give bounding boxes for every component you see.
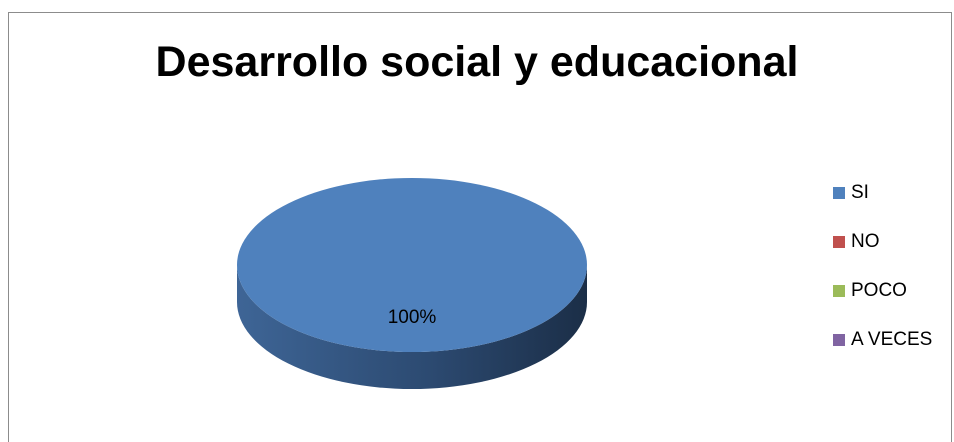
legend-label-poco: POCO	[851, 279, 907, 301]
legend: SI NO POCO A VECES	[833, 180, 953, 376]
legend-label-no: NO	[851, 230, 880, 252]
pie-slice-si	[237, 178, 587, 352]
legend-swatch-poco	[833, 284, 845, 297]
legend-item-a-veces: A VECES	[833, 327, 953, 352]
legend-item-poco: POCO	[833, 278, 953, 303]
legend-swatch-a-veces	[833, 333, 845, 346]
legend-swatch-no	[833, 235, 845, 248]
legend-label-si: SI	[851, 181, 869, 203]
legend-item-no: NO	[833, 229, 953, 254]
data-label-si: 100%	[388, 307, 437, 328]
legend-swatch-si	[833, 186, 845, 199]
pie-slice-side	[237, 265, 587, 389]
chart-title: Desarrollo social y educacional	[155, 38, 799, 86]
legend-item-si: SI	[833, 180, 953, 205]
legend-label-a-veces: A VECES	[851, 328, 933, 350]
